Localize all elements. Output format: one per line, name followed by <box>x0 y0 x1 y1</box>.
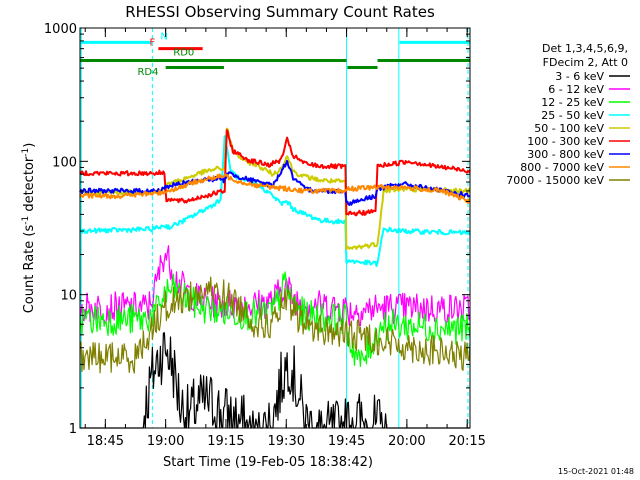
plot-frame <box>79 27 471 429</box>
y-label-sup1: -1 <box>21 216 31 225</box>
x-tick-label-1: 19:00 <box>147 434 184 449</box>
legend: Det 1,3,4,5,6,9, FDecim 2, Att 0 3 - 6 k… <box>506 42 630 187</box>
series-line-4 <box>79 135 471 267</box>
legend-label-6: 100 - 300 keV <box>527 135 604 148</box>
flag-annotation-3: RD4 <box>137 67 158 78</box>
x-tick-label-4: 19:45 <box>328 434 365 449</box>
y-tick-label-0: 1 <box>69 422 77 437</box>
x-tick-label-6: 20:15 <box>448 434 485 449</box>
legend-label-2: 6 - 12 keV <box>548 83 604 96</box>
x-tick-label-5: 20:00 <box>388 434 425 449</box>
y-axis-label: Count Rate (s-1 detector-1) <box>21 143 37 314</box>
flag-annotation-2: RD0 <box>173 48 194 59</box>
x-axis-label: Start Time (19-Feb-05 18:38:42) <box>163 455 373 470</box>
x-tick-label-3: 19:30 <box>268 434 305 449</box>
y-tick-label-3: 1000 <box>44 22 77 37</box>
legend-label-8: 800 - 7000 keV <box>520 161 604 174</box>
y-tick-label-2: 100 <box>52 155 77 170</box>
series-line-6 <box>79 129 471 217</box>
legend-label-5: 50 - 100 keV <box>534 122 604 135</box>
series-line-8 <box>79 173 471 204</box>
flag-annotation-0: N <box>160 31 167 42</box>
series-line-2 <box>79 245 471 327</box>
legend-label-7: 300 - 800 keV <box>527 148 604 161</box>
y-label-part1: Count Rate (s <box>22 225 37 314</box>
legend-label-4: 25 - 50 keV <box>541 109 604 122</box>
series-line-9 <box>79 276 471 374</box>
y-tick-label-1: 10 <box>60 289 77 304</box>
series-line-3 <box>79 271 471 367</box>
legend-label-1: 3 - 6 keV <box>555 70 604 83</box>
legend-header-decimation: FDecim 2, Att 0 <box>543 56 628 69</box>
flag-annotation-1: F <box>150 38 156 49</box>
legend-label-3: 12 - 25 keV <box>541 96 604 109</box>
legend-header-detectors: Det 1,3,4,5,6,9, <box>542 42 628 55</box>
generated-timestamp: 15-Oct-2021 01:48 <box>558 467 634 476</box>
y-label-part2: detector <box>22 156 37 216</box>
chart-title: RHESSI Observing Summary Count Rates <box>125 3 435 21</box>
x-tick-label-2: 19:15 <box>207 434 244 449</box>
x-tick-label-0: 18:45 <box>87 434 124 449</box>
legend-label-9: 7000 - 15000 keV <box>506 174 604 187</box>
y-label-sup2: -1 <box>21 148 31 157</box>
y-label-part3: ) <box>22 143 37 148</box>
